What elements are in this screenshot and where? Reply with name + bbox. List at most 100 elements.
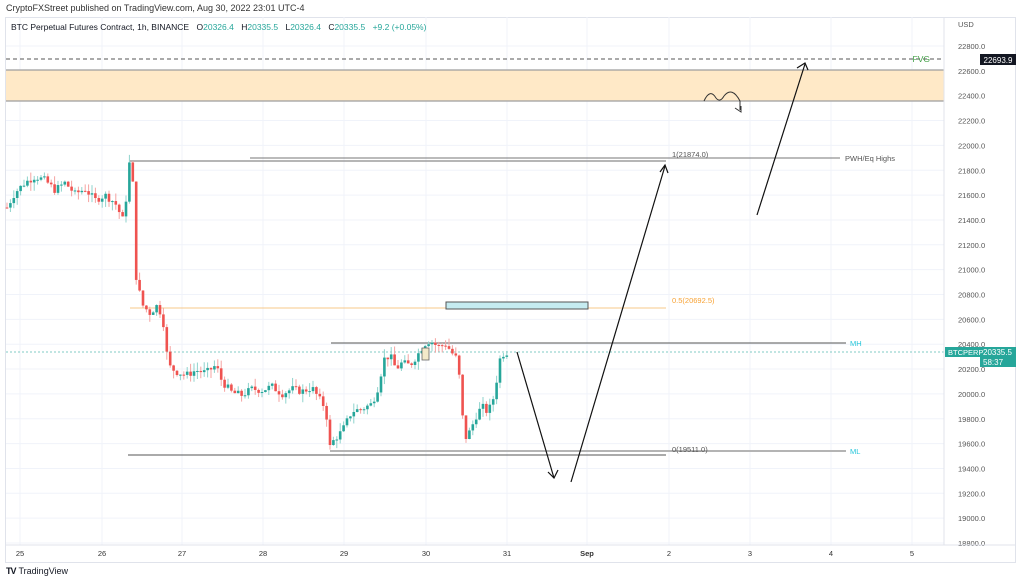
squiggle-arrowhead-icon: [734, 106, 742, 113]
price-tick-label: 19400.0: [958, 464, 985, 473]
candle: [134, 181, 138, 280]
candle: [189, 371, 192, 376]
candle: [233, 390, 237, 394]
time-tick-label: 28: [259, 549, 267, 558]
candle: [168, 351, 172, 366]
candle: [22, 185, 26, 187]
fvg-price-tag: [980, 54, 1016, 65]
candle: [403, 360, 407, 363]
imbalance-box[interactable]: [445, 301, 589, 310]
time-tick-label: 26: [98, 549, 106, 558]
time-tick-label: Sep: [580, 549, 594, 558]
symbol-legend: BTC Perpetual Futures Contract, 1h, BINA…: [11, 22, 427, 32]
candle: [335, 439, 339, 441]
candle: [158, 305, 162, 315]
candle: [389, 354, 393, 360]
symbol-title: BTC Perpetual Futures Contract, 1h, BINA…: [11, 22, 190, 32]
candle: [97, 198, 101, 202]
candle: [73, 190, 77, 192]
candle: [498, 358, 502, 383]
candle: [46, 176, 50, 183]
candlesticks[interactable]: [5, 154, 509, 450]
candle: [393, 354, 396, 366]
candle: [226, 384, 230, 388]
squiggle-drawing: [703, 91, 741, 110]
up-arrow-2-line: [756, 63, 806, 216]
candle: [12, 197, 16, 204]
candle: [464, 415, 468, 439]
candle: [502, 356, 505, 359]
candle: [447, 346, 451, 349]
price-tick-label: 19000.0: [958, 514, 985, 523]
candle: [36, 179, 39, 181]
price-tick-label: 22200.0: [958, 117, 985, 126]
candle: [49, 182, 53, 185]
candle: [505, 355, 509, 357]
high-value: 20335.5: [247, 22, 279, 32]
candle: [376, 392, 379, 402]
candle: [352, 411, 356, 417]
fvg-zone[interactable]: [6, 70, 944, 101]
candle: [315, 387, 318, 394]
candle: [342, 425, 345, 432]
candle: [383, 357, 386, 377]
candle: [32, 179, 36, 183]
candle: [413, 361, 417, 365]
candle: [260, 392, 264, 394]
candle: [104, 193, 107, 199]
price-tick-label: 22000.0: [958, 141, 985, 150]
candle: [362, 409, 366, 411]
up-arrow-line: [570, 165, 666, 483]
low-value: 20326.4: [290, 22, 321, 32]
publisher-line: CryptoFXStreet published on TradingView.…: [6, 3, 305, 13]
candle: [457, 355, 461, 375]
fvg-label: FVG: [913, 54, 930, 64]
candle: [355, 409, 359, 412]
candle: [111, 201, 114, 203]
candle: [131, 162, 135, 182]
candle: [5, 207, 9, 209]
candle: [80, 190, 84, 193]
time-axis-ticks[interactable]: 25 26 27 28 29 30 31 Sep 2 3 4 5: [16, 549, 914, 558]
fib-1-label: 1(21874.0): [672, 150, 709, 159]
candle: [39, 177, 43, 180]
candle: [294, 386, 298, 388]
candle: [461, 374, 464, 416]
candle: [172, 365, 175, 371]
candle: [83, 190, 87, 192]
candle: [250, 386, 254, 389]
candle: [270, 383, 274, 386]
chart-frame[interactable]: [5, 17, 1016, 563]
candle: [495, 382, 498, 400]
candle: [406, 360, 410, 364]
pwh-label: PWH/Eq Highs: [845, 154, 895, 163]
candle: [247, 388, 250, 396]
candle: [328, 419, 332, 446]
candle: [162, 314, 165, 328]
candle: [219, 368, 223, 380]
candle: [474, 419, 478, 425]
candle: [308, 391, 311, 393]
candle: [321, 396, 325, 406]
candle: [298, 386, 301, 394]
countdown-tag: [980, 357, 1016, 367]
price-axis-ticks[interactable]: 22800.0 22600.0 22400.0 22200.0 22000.0 21800…: [958, 42, 985, 548]
price-tick-label: 20600.0: [958, 315, 985, 324]
candle: [430, 342, 434, 345]
candle: [410, 363, 413, 365]
candle: [267, 385, 271, 391]
fvg-price-label: 22693.9: [984, 56, 1013, 65]
candle: [199, 370, 203, 373]
candle: [277, 391, 281, 395]
candle: [100, 198, 104, 202]
change-value: +9.2 (+0.05%): [372, 22, 427, 32]
price-tick-label: 22800.0: [958, 42, 985, 51]
candle: [359, 409, 362, 411]
price-tick-label: 20400.0: [958, 340, 985, 349]
candle: [386, 357, 390, 360]
currency-label: USD: [958, 20, 974, 29]
candle: [478, 408, 481, 420]
candle: [114, 201, 118, 205]
last-price: 20335.5: [983, 348, 1012, 357]
